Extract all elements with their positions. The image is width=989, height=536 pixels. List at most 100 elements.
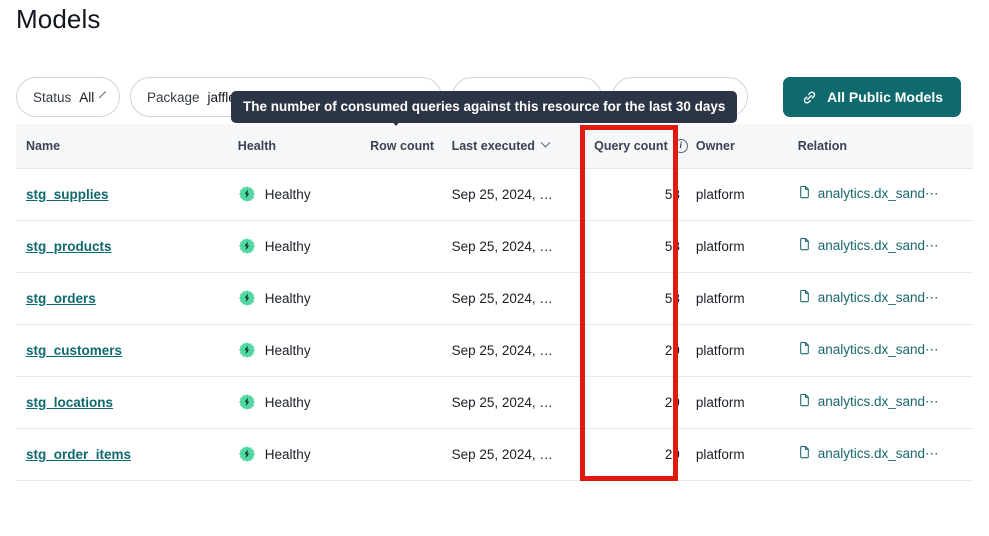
relation-link[interactable]: analytics.dx_sand⋯ bbox=[817, 342, 939, 357]
cell-row-count bbox=[362, 376, 444, 429]
cell-owner: platform bbox=[687, 272, 790, 325]
document-icon bbox=[798, 237, 811, 255]
health-badge-icon bbox=[238, 290, 255, 306]
cell-last-executed: Sep 25, 2024, … bbox=[443, 220, 587, 273]
cell-query-count: 58 bbox=[586, 168, 688, 221]
table-header-row: Name Health Row count Last executed Quer… bbox=[16, 124, 973, 169]
cell-row-count bbox=[362, 324, 444, 377]
document-icon bbox=[798, 445, 811, 463]
cell-query-count: 58 bbox=[586, 220, 688, 273]
cell-name: stg_order_items bbox=[16, 428, 230, 481]
cell-query-count: 29 bbox=[586, 428, 688, 481]
table-row[interactable]: stg_orders Healthy Sep 25, 2024, … 58 platfo… bbox=[16, 272, 973, 325]
health-status-text: Healthy bbox=[264, 290, 311, 306]
filter-status-label: Status bbox=[33, 89, 72, 105]
document-icon bbox=[798, 341, 811, 359]
relation-link[interactable]: analytics.dx_sand⋯ bbox=[817, 186, 939, 201]
table-row[interactable]: stg_products Healthy Sep 25, 2024, … 58 plat… bbox=[16, 220, 973, 273]
document-icon bbox=[798, 185, 811, 203]
models-table-container: Name Health Row count Last executed Quer… bbox=[16, 124, 973, 481]
cell-relation: analytics.dx_sand⋯ bbox=[789, 220, 973, 273]
health-status-text: Healthy bbox=[264, 186, 311, 202]
cell-health: Healthy bbox=[229, 272, 363, 325]
cell-relation: analytics.dx_sand⋯ bbox=[789, 376, 973, 429]
table-header: Name Health Row count Last executed Quer… bbox=[16, 124, 973, 169]
cell-name: stg_orders bbox=[16, 272, 230, 325]
cell-relation: analytics.dx_sand⋯ bbox=[789, 428, 973, 481]
health-status-text: Healthy bbox=[264, 446, 311, 462]
column-header-health[interactable]: Health bbox=[229, 124, 363, 169]
cell-query-count: 29 bbox=[586, 376, 688, 429]
cell-last-executed: Sep 25, 2024, … bbox=[443, 168, 587, 221]
model-name-link[interactable]: stg_supplies bbox=[26, 186, 109, 202]
cell-health: Healthy bbox=[229, 168, 363, 221]
relation-link[interactable]: analytics.dx_sand⋯ bbox=[817, 290, 939, 305]
cell-health: Healthy bbox=[229, 220, 363, 273]
tooltip-arrow bbox=[388, 117, 404, 126]
column-header-query-count-label: Query count bbox=[594, 138, 668, 153]
cell-last-executed: Sep 25, 2024, … bbox=[443, 272, 587, 325]
all-public-models-label: All Public Models bbox=[827, 89, 943, 105]
relation-link[interactable]: analytics.dx_sand⋯ bbox=[817, 446, 939, 461]
table-row[interactable]: stg_locations Healthy Sep 25, 2024, … 29 pla… bbox=[16, 376, 973, 429]
document-icon bbox=[798, 289, 811, 307]
all-public-models-button[interactable]: All Public Models bbox=[783, 77, 961, 117]
cell-row-count bbox=[362, 272, 444, 325]
link-icon bbox=[801, 89, 818, 106]
cell-owner: platform bbox=[687, 376, 790, 429]
model-name-link[interactable]: stg_order_items bbox=[26, 446, 132, 462]
health-badge-icon bbox=[238, 186, 255, 202]
relation-link[interactable]: analytics.dx_sand⋯ bbox=[817, 238, 939, 253]
cell-row-count bbox=[362, 428, 444, 481]
chevron-down-icon bbox=[99, 90, 107, 98]
column-header-query-count[interactable]: Query count i bbox=[586, 124, 688, 169]
health-badge-icon bbox=[238, 342, 255, 358]
cell-owner: platform bbox=[687, 428, 790, 481]
table-body: stg_supplies Healthy Sep 25, 2024, … 58 plat… bbox=[16, 168, 973, 481]
health-status-text: Healthy bbox=[264, 342, 311, 358]
page-title: Models bbox=[16, 4, 101, 34]
query-count-tooltip: The number of consumed queries against t… bbox=[231, 91, 738, 123]
filter-status-value: All bbox=[79, 89, 95, 105]
cell-relation: analytics.dx_sand⋯ bbox=[789, 324, 973, 377]
column-header-owner[interactable]: Owner bbox=[687, 124, 790, 169]
cell-row-count bbox=[362, 168, 444, 221]
cell-query-count: 29 bbox=[586, 324, 688, 377]
cell-owner: platform bbox=[687, 168, 790, 221]
column-header-name[interactable]: Name bbox=[16, 124, 230, 169]
cell-name: stg_supplies bbox=[16, 168, 230, 221]
column-header-last-executed[interactable]: Last executed bbox=[443, 124, 587, 169]
cell-query-count: 58 bbox=[586, 272, 688, 325]
relation-link[interactable]: analytics.dx_sand⋯ bbox=[817, 394, 939, 409]
cell-row-count bbox=[362, 220, 444, 273]
cell-owner: platform bbox=[687, 220, 790, 273]
filter-package-label: Package bbox=[147, 89, 200, 105]
cell-name: stg_locations bbox=[16, 376, 230, 429]
health-status-text: Healthy bbox=[264, 394, 311, 410]
column-header-relation[interactable]: Relation bbox=[789, 124, 973, 169]
chevron-down-icon bbox=[540, 137, 551, 148]
filter-status[interactable]: Status All bbox=[16, 77, 120, 117]
column-header-last-executed-label: Last executed bbox=[451, 138, 535, 153]
model-name-link[interactable]: stg_customers bbox=[26, 342, 123, 358]
cell-last-executed: Sep 25, 2024, … bbox=[443, 376, 587, 429]
cell-name: stg_customers bbox=[16, 324, 230, 377]
model-name-link[interactable]: stg_products bbox=[26, 238, 112, 254]
cell-relation: analytics.dx_sand⋯ bbox=[789, 272, 973, 325]
table-row[interactable]: stg_supplies Healthy Sep 25, 2024, … 58 plat… bbox=[16, 168, 973, 221]
cell-health: Healthy bbox=[229, 428, 363, 481]
cell-owner: platform bbox=[687, 324, 790, 377]
cell-relation: analytics.dx_sand⋯ bbox=[789, 168, 973, 221]
health-badge-icon bbox=[238, 394, 255, 410]
cell-name: stg_products bbox=[16, 220, 230, 273]
table-row[interactable]: stg_order_items Healthy Sep 25, 2024, … 29 p… bbox=[16, 428, 973, 481]
document-icon bbox=[798, 393, 811, 411]
health-status-text: Healthy bbox=[264, 238, 311, 254]
model-name-link[interactable]: stg_locations bbox=[26, 394, 114, 410]
table-row[interactable]: stg_customers Healthy Sep 25, 2024, … 29 pla… bbox=[16, 324, 973, 377]
info-icon[interactable]: i bbox=[673, 138, 688, 153]
cell-last-executed: Sep 25, 2024, … bbox=[443, 324, 587, 377]
model-name-link[interactable]: stg_orders bbox=[26, 290, 96, 306]
column-header-row-count[interactable]: Row count bbox=[362, 124, 444, 169]
cell-last-executed: Sep 25, 2024, … bbox=[443, 428, 587, 481]
